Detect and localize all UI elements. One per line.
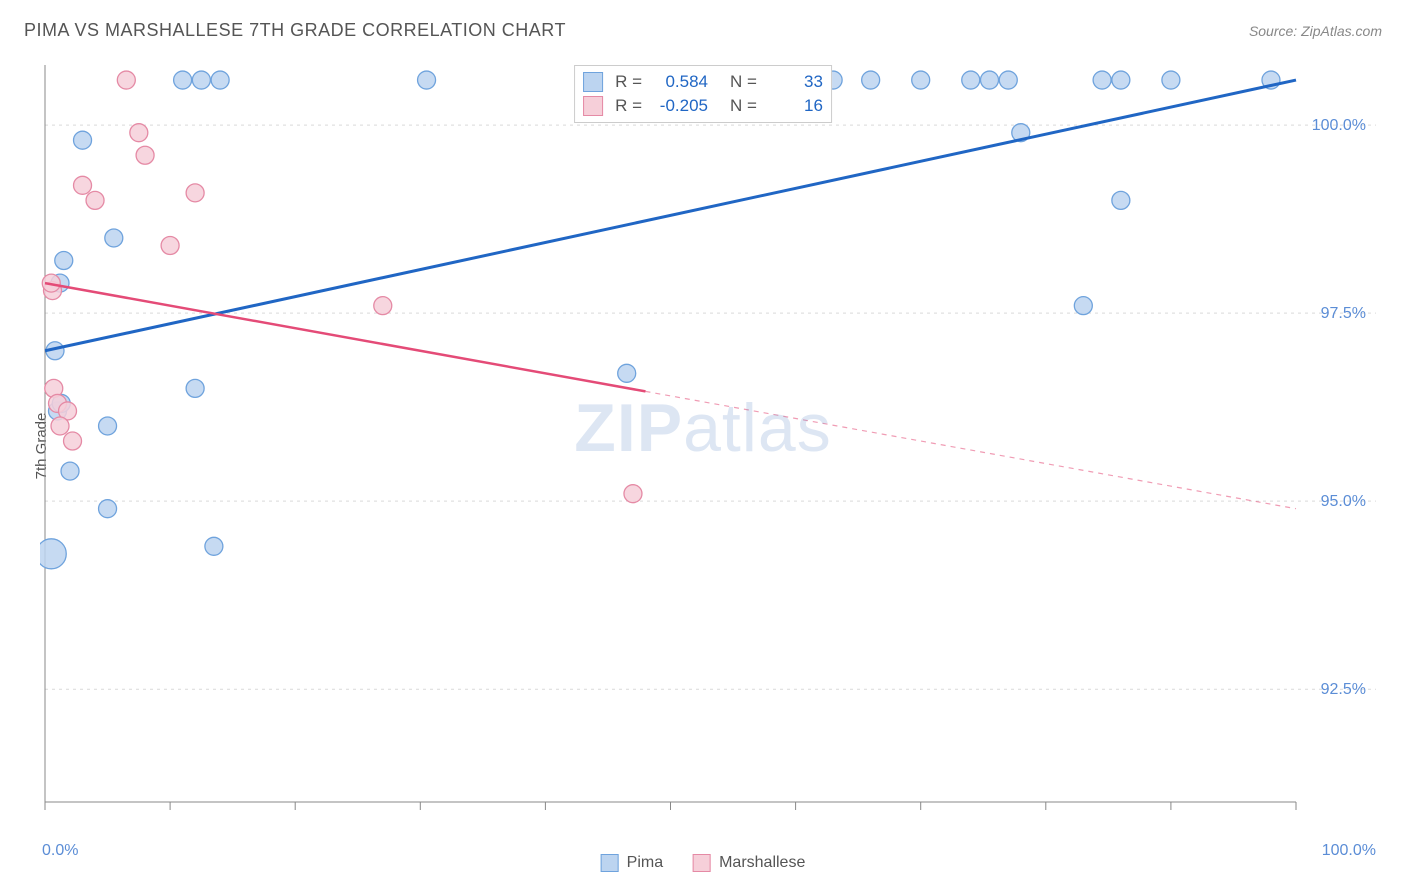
legend-label-marshallese: Marshallese (719, 854, 805, 872)
svg-text:100.0%: 100.0% (1312, 117, 1366, 134)
legend-label-pima: Pima (627, 854, 663, 872)
r-label: R = (615, 96, 642, 116)
n-label: N = (730, 96, 757, 116)
r-label: R = (615, 72, 642, 92)
chart-title: PIMA VS MARSHALLESE 7TH GRADE CORRELATIO… (24, 20, 566, 41)
x-axis-min-label: 0.0% (42, 842, 78, 860)
legend-item-marshallese: Marshallese (693, 854, 805, 872)
svg-text:95.0%: 95.0% (1321, 493, 1366, 510)
svg-text:92.5%: 92.5% (1321, 681, 1366, 698)
stats-swatch-0 (583, 72, 603, 92)
stats-row-0: R = 0.584 N = 33 (583, 70, 823, 94)
plot-area: 92.5% 95.0% 97.5% 100.0% (40, 60, 1376, 822)
legend-item-pima: Pima (601, 854, 663, 872)
n-value-1: 16 (763, 96, 823, 116)
stats-row-1: R = -0.205 N = 16 (583, 94, 823, 118)
title-bar: PIMA VS MARSHALLESE 7TH GRADE CORRELATIO… (24, 20, 1382, 41)
legend-swatch-marshallese (693, 854, 711, 872)
scatter-plot-svg: 92.5% 95.0% 97.5% 100.0% (40, 60, 1376, 822)
r-value-1: -0.205 (648, 96, 708, 116)
stats-legend: R = 0.584 N = 33 R = -0.205 N = 16 (574, 65, 832, 123)
n-value-0: 33 (763, 72, 823, 92)
svg-text:97.5%: 97.5% (1321, 305, 1366, 322)
bottom-legend: Pima Marshallese (601, 854, 806, 872)
source-label: Source: ZipAtlas.com (1249, 23, 1382, 39)
legend-swatch-pima (601, 854, 619, 872)
stats-swatch-1 (583, 96, 603, 116)
n-label: N = (730, 72, 757, 92)
x-axis-max-label: 100.0% (1322, 842, 1376, 860)
r-value-0: 0.584 (648, 72, 708, 92)
